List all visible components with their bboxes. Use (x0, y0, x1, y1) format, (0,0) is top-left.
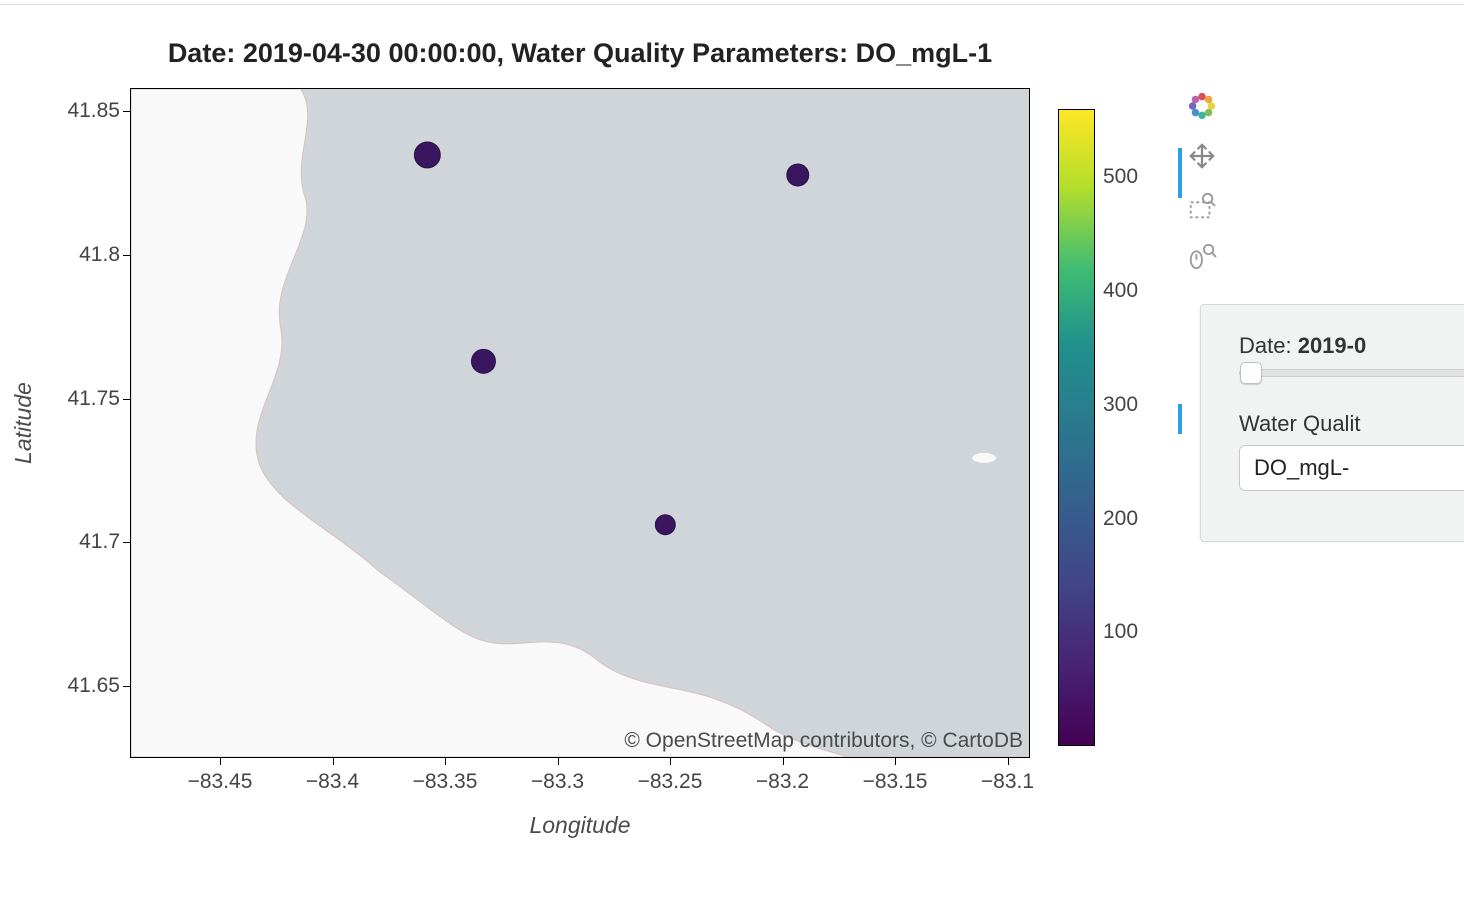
bokeh-logo-icon[interactable] (1184, 88, 1220, 124)
y-tick-mark (123, 542, 130, 543)
tool-active-indicator (1178, 404, 1182, 434)
y-tick-mark (123, 255, 130, 256)
box-zoom-icon[interactable] (1184, 188, 1220, 224)
x-tick-label: −83.4 (293, 770, 373, 794)
data-point[interactable] (414, 142, 440, 168)
wheel-zoom-icon[interactable] (1184, 238, 1220, 274)
y-tick-mark (123, 686, 130, 687)
colorbar-tick-label: 500 (1103, 165, 1138, 189)
y-tick-mark (123, 111, 130, 112)
data-point[interactable] (471, 349, 495, 373)
colorbar (1058, 109, 1095, 746)
y-axis-label: Latitude (10, 88, 38, 758)
x-tick-label: −83.3 (518, 770, 598, 794)
param-select-label: Water Qualit (1239, 411, 1360, 436)
x-tick-mark (895, 758, 896, 765)
colorbar-tick-label: 200 (1103, 507, 1138, 531)
y-tick-label: 41.65 (60, 674, 120, 698)
param-select-value: DO_mgL- (1254, 455, 1349, 480)
y-tick-label: 41.75 (60, 387, 120, 411)
x-tick-mark (1008, 758, 1009, 765)
date-slider-label: Date: (1239, 333, 1298, 358)
plot-toolbar (1180, 88, 1224, 274)
x-tick-label: −83.2 (743, 770, 823, 794)
y-tick-mark (123, 399, 130, 400)
y-tick-label: 41.85 (60, 99, 120, 123)
plot-area[interactable]: © OpenStreetMap contributors, © CartoDB (130, 88, 1030, 758)
x-tick-mark (445, 758, 446, 765)
pan-icon[interactable] (1184, 138, 1220, 174)
x-tick-label: −83.35 (405, 770, 485, 794)
y-tick-label: 41.7 (60, 530, 120, 554)
date-slider[interactable] (1239, 369, 1464, 377)
map-attribution: © OpenStreetMap contributors, © CartoDB (624, 729, 1023, 753)
colorbar-tick-label: 100 (1103, 620, 1138, 644)
x-tick-label: −83.25 (630, 770, 710, 794)
x-tick-mark (670, 758, 671, 765)
x-tick-mark (220, 758, 221, 765)
x-tick-label: −83.15 (855, 770, 935, 794)
x-tick-label: −83.45 (180, 770, 260, 794)
x-tick-mark (558, 758, 559, 765)
controls-panel: Date: 2019-0 Water Qualit DO_mgL- (1200, 304, 1464, 542)
date-slider-thumb[interactable] (1240, 362, 1262, 384)
chart-title: Date: 2019-04-30 00:00:00, Water Quality… (130, 38, 1030, 69)
x-tick-label: −83.1 (968, 770, 1048, 794)
colorbar-tick-label: 400 (1103, 279, 1138, 303)
colorbar-tick-label: 300 (1103, 393, 1138, 417)
y-tick-label: 41.8 (60, 243, 120, 267)
data-point[interactable] (787, 164, 809, 186)
x-tick-mark (333, 758, 334, 765)
map-canvas (131, 89, 1029, 757)
x-tick-mark (783, 758, 784, 765)
data-point[interactable] (655, 515, 675, 535)
x-axis-label: Longitude (130, 812, 1030, 839)
island (972, 453, 996, 463)
top-divider (0, 4, 1464, 5)
date-slider-value: 2019-0 (1298, 333, 1367, 358)
param-select[interactable]: DO_mgL- (1239, 445, 1464, 491)
